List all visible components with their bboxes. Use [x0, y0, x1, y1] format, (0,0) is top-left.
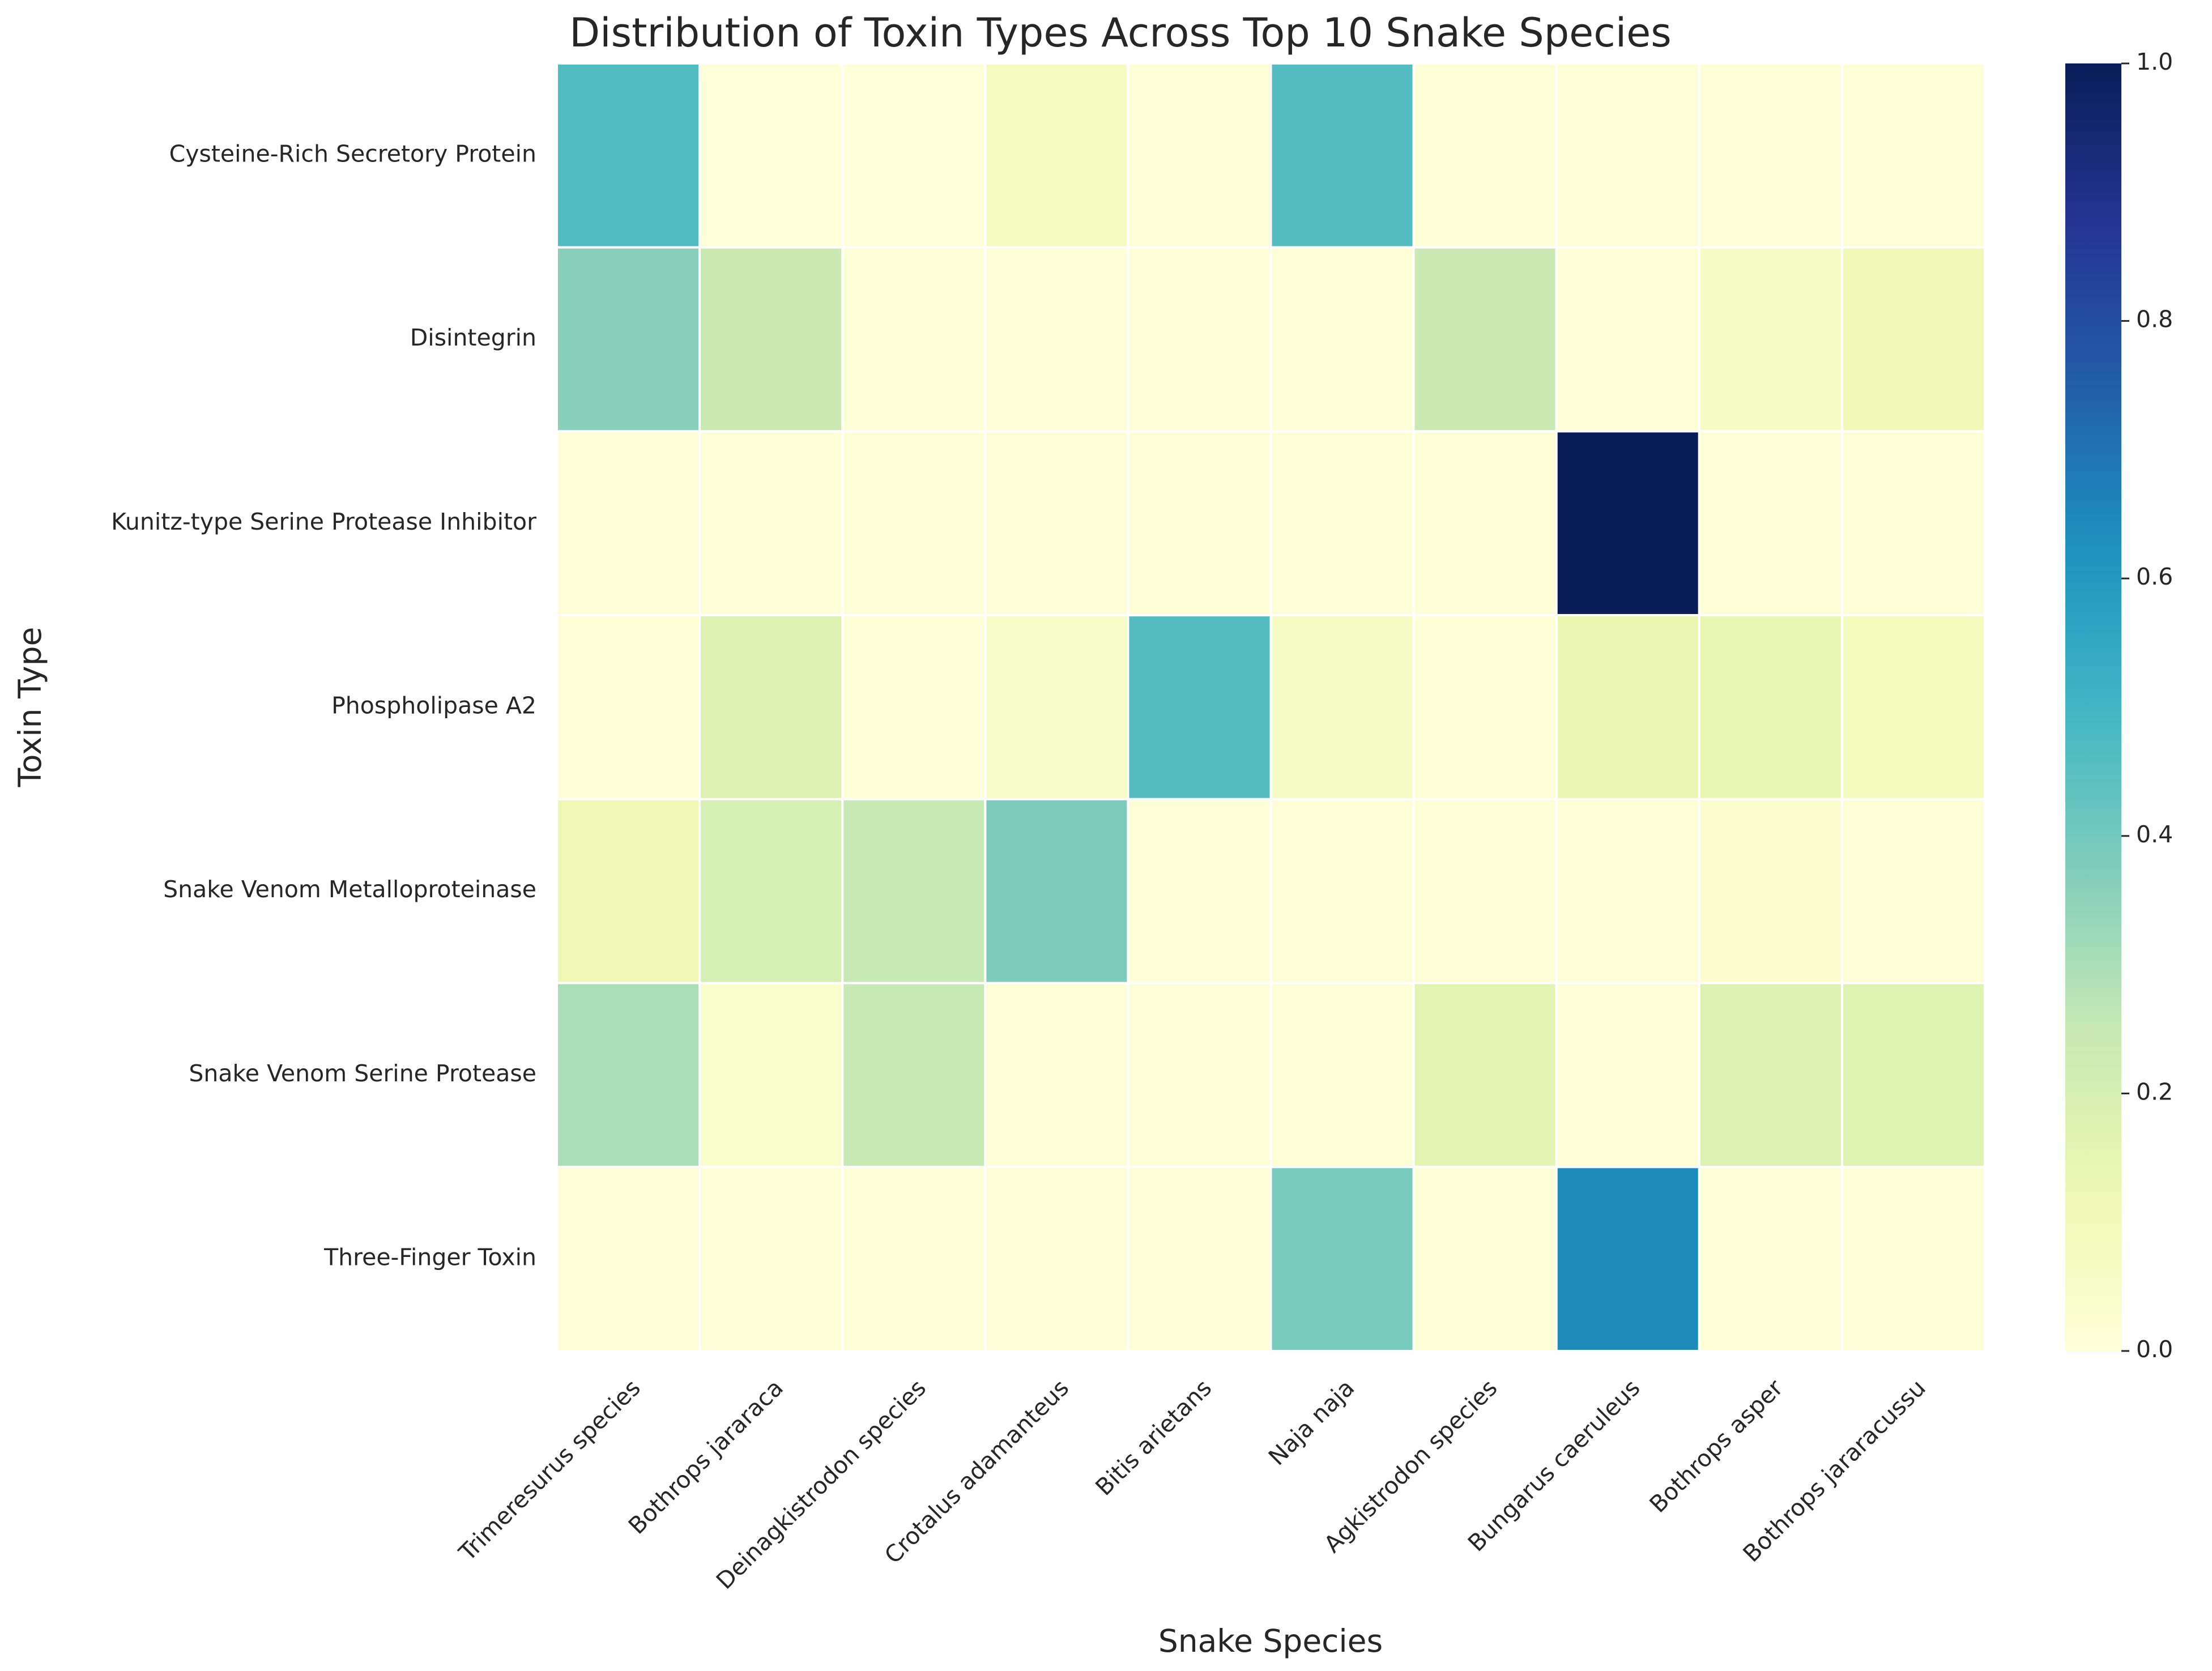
heatmap-cell [1840, 246, 1986, 433]
heatmap-cell [1269, 246, 1415, 433]
heatmap-cell [698, 614, 844, 800]
heatmap-cell [1555, 430, 1700, 617]
heatmap-cell [1840, 430, 1986, 617]
heatmap-cell [698, 246, 844, 433]
heatmap-cell [1127, 62, 1272, 249]
heatmap-cells [556, 62, 1986, 1352]
heatmap-cell [556, 430, 701, 617]
heatmap-cell [556, 62, 701, 249]
heatmap-cell [1555, 798, 1700, 984]
colorbar-tick-label: 1.0 [2136, 48, 2173, 75]
chart-title: Distribution of Toxin Types Across Top 1… [569, 10, 1671, 56]
heatmap-cell [556, 614, 701, 800]
heatmap-cell [698, 62, 844, 249]
heatmap-cell [1269, 982, 1415, 1169]
heatmap-cell [841, 62, 987, 249]
heatmap-cell [1412, 982, 1558, 1169]
heatmap-cell [1840, 982, 1986, 1169]
colorbar-tick-label: 0.0 [2136, 1336, 2173, 1363]
heatmap-cell [556, 1166, 701, 1352]
heatmap-cell [1127, 798, 1272, 984]
heatmap-cell [984, 246, 1130, 433]
x-tick-label: Bitis arietans [1090, 1374, 1217, 1501]
heatmap-cell [841, 430, 987, 617]
heatmap-cell [984, 614, 1130, 800]
x-tick-label: Bothrops jararaca [623, 1374, 789, 1540]
heatmap-cell [1555, 246, 1700, 433]
colorbar-tick-label: 0.8 [2136, 306, 2173, 333]
heatmap-cell [1269, 62, 1415, 249]
heatmap-cell [1840, 1166, 1986, 1352]
heatmap-cell [556, 798, 701, 984]
heatmap-cell [698, 982, 844, 1169]
heatmap-cell [1698, 430, 1843, 617]
y-tick-labels: Cysteine-Rich Secretory Protein Disintegr… [111, 140, 536, 1271]
heatmap-cell [556, 982, 701, 1169]
heatmap-cell [1698, 982, 1843, 1169]
y-axis-title: Toxin Type [12, 627, 48, 788]
colorbar-tick-label: 0.2 [2136, 1078, 2173, 1105]
heatmap-cell [841, 614, 987, 800]
heatmap-cell [984, 982, 1130, 1169]
y-tick-label: Kunitz-type Serine Protease Inhibitor [111, 508, 536, 535]
heatmap-cell [1269, 798, 1415, 984]
heatmap-cell [1269, 430, 1415, 617]
heatmap-cell [841, 1166, 987, 1352]
heatmap-cell [698, 1166, 844, 1352]
heatmap-cell [984, 1166, 1130, 1352]
heatmap-cell [1412, 614, 1558, 800]
heatmap-cell [1840, 62, 1986, 249]
heatmap-cell [984, 430, 1130, 617]
heatmap-cell [1269, 1166, 1415, 1352]
heatmap-cell [1698, 614, 1843, 800]
x-tick-label: Bothrops asper [1644, 1374, 1788, 1518]
heatmap-cell [698, 430, 844, 617]
heatmap-cell [1555, 1166, 1700, 1352]
heatmap-cell [1555, 614, 1700, 800]
heatmap-cell [1555, 982, 1700, 1169]
heatmap-cell [984, 62, 1130, 249]
heatmap-cell [1412, 1166, 1558, 1352]
heatmap-cell [556, 246, 701, 433]
y-tick-label: Three-Finger Toxin [323, 1244, 536, 1271]
heatmap-cell [1555, 62, 1700, 249]
heatmap-cell [1412, 798, 1558, 984]
colorbar [2065, 63, 2121, 1351]
heatmap-cell [1127, 430, 1272, 617]
y-tick-label: Disintegrin [410, 324, 536, 351]
heatmap-cell [1127, 1166, 1272, 1352]
y-tick-label: Cysteine-Rich Secretory Protein [169, 140, 536, 167]
heatmap-cell [984, 798, 1130, 984]
heatmap-cell [1698, 62, 1843, 249]
heatmap-cell [698, 798, 844, 984]
x-axis-title: Snake Species [1158, 1623, 1383, 1659]
heatmap-cell [1412, 246, 1558, 433]
heatmap-cell [1840, 798, 1986, 984]
x-tick-label: Trimeresurus species [453, 1374, 646, 1567]
x-tick-label: Naja naja [1263, 1374, 1359, 1470]
heatmap-cell [1412, 62, 1558, 249]
heatmap-cell [1127, 982, 1272, 1169]
colorbar-tick-label: 0.4 [2136, 821, 2173, 848]
heatmap-cell [1698, 246, 1843, 433]
heatmap-cell [1269, 614, 1415, 800]
heatmap-cell [1698, 798, 1843, 984]
heatmap-cell [1412, 430, 1558, 617]
y-tick-label: Snake Venom Metalloproteinase [163, 876, 536, 903]
heatmap-cell [841, 798, 987, 984]
colorbar-tick-label: 0.6 [2136, 563, 2173, 590]
y-tick-label: Snake Venom Serine Protease [189, 1060, 536, 1087]
heatmap-cell [841, 246, 987, 433]
heatmap-cell [841, 982, 987, 1169]
heatmap-cell [1127, 246, 1272, 433]
y-tick-label: Phospholipase A2 [331, 692, 536, 719]
heatmap-cell [1127, 614, 1272, 800]
colorbar-ticks: 0.0 0.2 0.4 0.6 0.8 1.0 [2121, 48, 2173, 1363]
heatmap-cell [1840, 614, 1986, 800]
heatmap-cell [1698, 1166, 1843, 1352]
